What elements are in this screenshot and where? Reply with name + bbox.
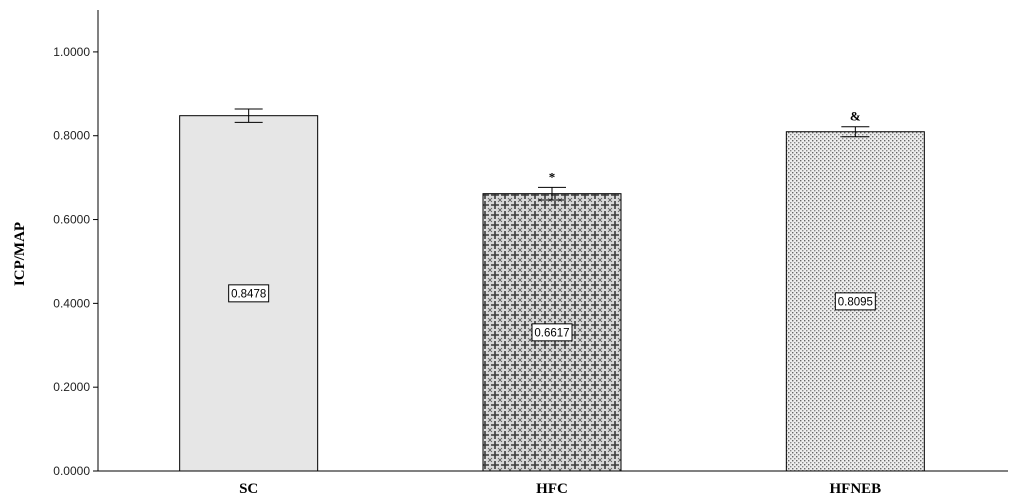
- data-label: 0.8478: [231, 288, 266, 300]
- x-category-label: HFNEB: [829, 481, 881, 497]
- data-label-box: [834, 292, 876, 311]
- error-bars: *&: [234, 108, 870, 201]
- y-tick-label: 1.0000: [53, 45, 90, 59]
- data-label-box: [228, 284, 270, 303]
- significance-marker: *: [549, 169, 556, 184]
- y-tick-label: 0.0000: [53, 464, 90, 478]
- data-labels: 0.8478 0.6617 0.8095: [228, 284, 876, 342]
- significance-marker: &: [850, 109, 861, 124]
- y-axis-title: ICP/MAP: [12, 222, 28, 286]
- data-label: 0.6617: [534, 327, 569, 339]
- y-tick-label: 0.6000: [53, 213, 90, 227]
- y-axis-ticks: 0.0000 0.2000 0.4000 0.6000 0.8000 1.0000: [53, 45, 98, 478]
- y-tick-label: 0.2000: [53, 380, 90, 394]
- x-axis-categories: SC HFC HFNEB: [239, 481, 881, 497]
- y-tick-label: 0.8000: [53, 129, 90, 143]
- x-category-label: SC: [239, 481, 258, 497]
- y-tick-label: 0.4000: [53, 296, 90, 310]
- data-label-box: [531, 323, 573, 342]
- data-label: 0.8095: [838, 296, 873, 308]
- x-category-label: HFC: [536, 481, 568, 497]
